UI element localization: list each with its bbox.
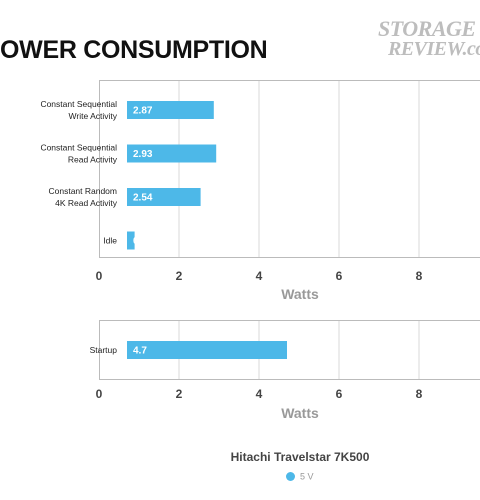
category-label-line: 4K Read Activity xyxy=(55,198,118,208)
category-label: Constant Sequential Write Activity xyxy=(40,99,117,121)
bar[interactable] xyxy=(127,341,287,359)
x-tick-label: 0 xyxy=(96,387,103,401)
x-tick-label: 0 xyxy=(96,269,103,283)
category-label-line: Read Activity xyxy=(68,155,118,165)
data-label: 4.7 xyxy=(133,346,147,357)
x-tick-label: 2 xyxy=(176,387,183,401)
legend-item-5v[interactable]: 5 V xyxy=(286,471,314,482)
x-tick-label: 6 xyxy=(336,269,343,283)
x-axis-title: Watts xyxy=(281,405,319,421)
category-label: Startup xyxy=(90,345,118,355)
bar[interactable] xyxy=(127,188,201,206)
bar[interactable] xyxy=(127,101,214,119)
bar[interactable] xyxy=(127,231,135,250)
x-tick-label: 4 xyxy=(256,387,263,401)
data-label: 0.89 xyxy=(133,236,153,247)
x-tick-label: 2 xyxy=(176,269,183,283)
category-label: Constant Sequential Read Activity xyxy=(40,143,117,165)
legend-label: 5 V xyxy=(300,471,314,482)
category-label-line: Constant Random xyxy=(48,186,117,196)
data-label: 2.93 xyxy=(133,149,153,160)
bar[interactable] xyxy=(127,144,217,163)
x-tick-label: 8 xyxy=(416,269,423,283)
legend-dot xyxy=(286,472,295,482)
category-label-line: Startup xyxy=(90,345,118,355)
data-label: 2.87 xyxy=(133,106,153,117)
category-label-line: Constant Sequential xyxy=(40,99,117,109)
startup-power-chart: Startup 4.7 0 2 4 6 8 Watts xyxy=(90,320,480,421)
legend-title: Hitachi Travelstar 7K500 xyxy=(230,450,370,464)
logo-line-1: STORAGE xyxy=(378,16,476,41)
storagereview-logo: STORAGE REVIEW.co xyxy=(378,16,480,60)
category-label: Idle xyxy=(103,236,117,246)
power-consumption-chart: Constant Sequential Write Activity 2.87 Con… xyxy=(40,80,480,302)
x-tick-label: 6 xyxy=(336,387,343,401)
category-label: Constant Random 4K Read Activity xyxy=(48,186,117,208)
category-label-line: Idle xyxy=(103,236,117,246)
category-label-line: Constant Sequential xyxy=(40,143,117,153)
x-tick-label: 8 xyxy=(416,387,423,401)
logo-line-2: REVIEW.co xyxy=(388,38,480,60)
x-tick-label: 4 xyxy=(256,269,263,283)
x-axis-title: Watts xyxy=(281,286,319,302)
page-title: OWER CONSUMPTION xyxy=(0,36,268,64)
data-label: 2.54 xyxy=(133,193,153,204)
category-label-line: Write Activity xyxy=(69,111,118,121)
